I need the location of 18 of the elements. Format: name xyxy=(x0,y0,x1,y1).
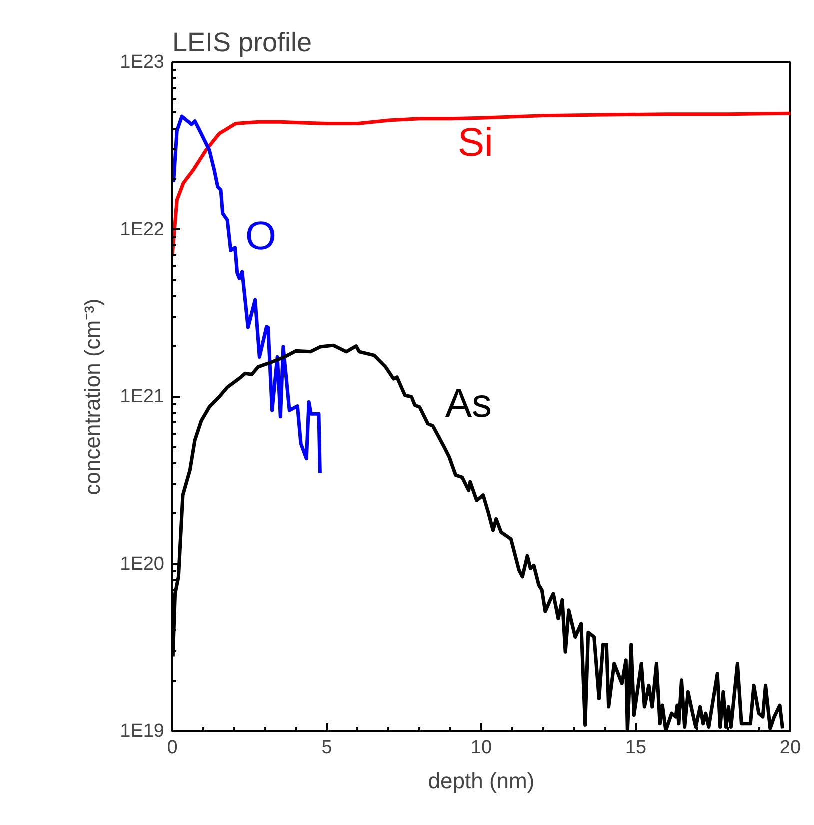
line-series xyxy=(172,114,322,476)
y-tick-label: 1E22 xyxy=(120,219,164,240)
x-tick-label: 0 xyxy=(167,738,178,758)
x-tick-label: 15 xyxy=(625,738,647,758)
y-axis-title: concentration (cm⁻³) xyxy=(80,298,106,496)
y-tick-label: 1E19 xyxy=(120,721,164,742)
y-tick-label: 1E23 xyxy=(120,52,164,73)
x-tick-label: 5 xyxy=(322,738,332,758)
chart-title: LEIS profile xyxy=(172,28,312,58)
x-axis-title: depth (nm) xyxy=(428,768,535,794)
x-tick-label: 20 xyxy=(780,738,802,758)
y-tick-label: 1E21 xyxy=(120,386,164,408)
x-tick-label: 10 xyxy=(470,738,492,758)
y-tick-label: 1E20 xyxy=(120,554,164,575)
series-label: O xyxy=(245,214,276,259)
series-label: Si xyxy=(458,120,494,165)
series-label: As xyxy=(445,382,492,426)
line-series xyxy=(172,112,790,258)
